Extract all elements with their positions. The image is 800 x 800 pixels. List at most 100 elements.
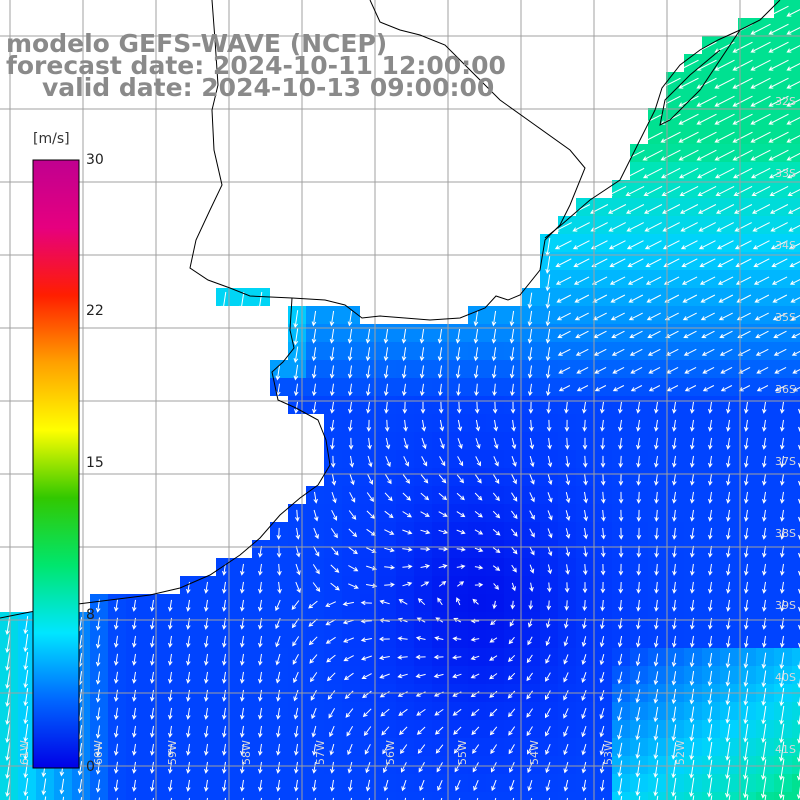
wind-cell — [792, 234, 800, 252]
wind-arrow — [791, 332, 800, 339]
wind-arrow — [786, 8, 800, 17]
wind-arrow — [168, 671, 173, 684]
wind-arrow — [646, 312, 661, 321]
wind-arrow — [618, 401, 623, 414]
wind-arrow — [186, 707, 191, 720]
wind-arrow — [583, 528, 588, 540]
wind-arrow — [186, 779, 191, 792]
wind-arrow — [421, 419, 427, 432]
wind-arrow — [545, 726, 551, 737]
wind-arrow — [509, 761, 515, 773]
wind-arrow — [625, 204, 645, 214]
wind-arrow — [582, 564, 588, 576]
wind-arrow — [607, 185, 627, 196]
wind-arrow — [636, 419, 641, 432]
wind-arrow — [312, 582, 321, 593]
wind-arrow — [648, 385, 661, 392]
wind-arrow — [491, 365, 497, 379]
wind-arrow — [313, 546, 320, 557]
wind-arrow — [708, 527, 713, 540]
wind-arrow — [5, 759, 11, 780]
wind-arrow — [420, 474, 429, 484]
wind-arrow — [510, 600, 516, 610]
wind-arrow — [636, 563, 642, 576]
wind-arrow — [331, 509, 338, 521]
wind-arrow — [601, 509, 606, 522]
wind-arrow — [150, 761, 155, 774]
wind-arrow — [5, 651, 11, 672]
wind-cell — [72, 792, 90, 800]
wind-arrow — [743, 670, 749, 688]
colorbar — [32, 159, 80, 769]
wind-cell — [792, 324, 800, 342]
wind-arrow — [768, 167, 789, 179]
wind-arrow — [545, 708, 551, 719]
wind-arrow — [293, 671, 299, 684]
wind-arrow — [773, 348, 787, 356]
wind-arrow — [671, 742, 677, 760]
wind-arrow — [168, 689, 173, 702]
wind-arrow — [508, 636, 515, 645]
wind-arrow — [600, 599, 605, 612]
wind-arrow — [239, 291, 245, 311]
wind-arrow — [379, 691, 390, 698]
wind-arrow — [761, 688, 767, 706]
wind-arrow — [636, 473, 642, 486]
wind-arrow — [490, 762, 497, 773]
wind-arrow — [434, 708, 444, 716]
wind-arrow — [564, 600, 570, 611]
colorbar-tick-30: 30 — [86, 152, 104, 168]
wind-arrow — [648, 366, 661, 374]
lon-label: 55W — [455, 740, 469, 765]
wind-cell — [324, 792, 342, 800]
wind-arrow — [717, 258, 734, 268]
wind-arrow — [672, 563, 677, 576]
wind-arrow — [653, 635, 659, 648]
wind-arrow — [527, 762, 533, 774]
wind-arrow — [780, 419, 785, 432]
wind-cell — [486, 792, 504, 800]
wind-arrow — [349, 455, 355, 468]
wind-arrow — [780, 599, 785, 612]
wind-arrow — [367, 473, 374, 485]
wind-arrow — [563, 636, 569, 647]
wind-arrow — [529, 528, 535, 538]
wind-arrow — [564, 582, 570, 593]
wind-arrow — [750, 167, 771, 179]
wind-arrow — [473, 329, 479, 344]
wind-arrow — [672, 419, 677, 432]
wind-arrow — [725, 724, 731, 743]
wind-arrow — [744, 473, 749, 486]
wind-arrow — [240, 635, 245, 648]
wind-arrow — [779, 652, 785, 670]
wind-arrow — [715, 204, 735, 214]
wind-cell — [54, 792, 72, 800]
wind-arrow — [527, 329, 533, 344]
wind-arrow — [690, 401, 695, 414]
wind-arrow — [493, 419, 499, 432]
wind-arrow — [572, 240, 590, 250]
wind-arrow — [438, 401, 444, 414]
wind-arrow — [343, 672, 354, 681]
wind-cell — [0, 792, 18, 800]
wind-arrow — [150, 671, 155, 684]
wind-arrow — [636, 491, 642, 504]
wind-cell — [306, 792, 324, 800]
wind-arrow — [41, 778, 47, 796]
wind-arrow — [786, 44, 800, 53]
wind-arrow — [240, 599, 245, 612]
wind-arrow — [529, 437, 535, 450]
wind-arrow — [714, 149, 735, 161]
wind-arrow — [782, 794, 785, 800]
wind-arrow — [671, 777, 677, 797]
wind-arrow — [572, 222, 590, 232]
wind-arrow — [717, 276, 734, 285]
wind-arrow — [660, 149, 681, 161]
wind-arrow — [583, 473, 588, 486]
wind-arrow — [132, 743, 137, 756]
wind-arrow — [661, 204, 681, 214]
wind-arrow — [726, 527, 731, 540]
wind-arrow — [489, 637, 498, 643]
lat-label: 32S — [775, 95, 796, 108]
